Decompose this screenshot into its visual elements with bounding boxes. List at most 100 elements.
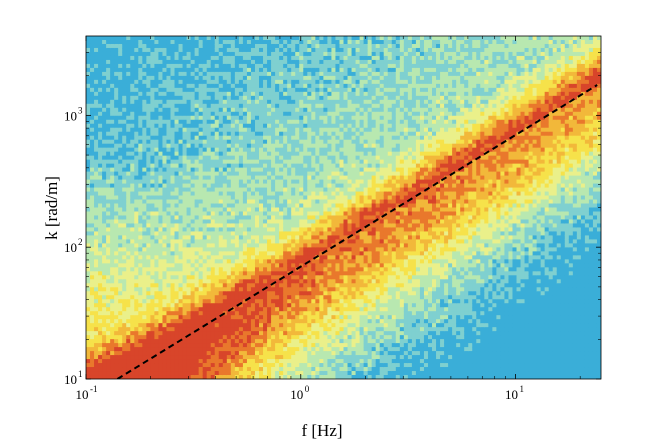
heatmap-cell: [271, 167, 276, 173]
heatmap-cell: [138, 107, 143, 113]
heatmap-cell: [214, 39, 220, 45]
heatmap-cell: [198, 211, 204, 217]
heatmap-cell: [138, 291, 143, 296]
heatmap-cell: [138, 307, 143, 312]
heatmap-cell: [222, 87, 228, 93]
heatmap-cell: [287, 135, 292, 141]
heatmap-cell: [114, 127, 119, 133]
heatmap-cell: [186, 163, 192, 169]
heatmap-cell: [246, 123, 252, 129]
heatmap-cell: [130, 287, 135, 292]
heatmap-cell: [166, 151, 172, 157]
heatmap-cell: [118, 283, 123, 288]
heatmap-cell: [118, 259, 123, 264]
heatmap-cell: [259, 51, 264, 57]
heatmap-cell: [299, 95, 304, 101]
heatmap-cell: [250, 79, 256, 85]
heatmap-cell: [86, 287, 91, 292]
heatmap-cell: [138, 167, 143, 173]
heatmap-cell: [94, 243, 99, 248]
heatmap-cell: [94, 303, 99, 308]
heatmap-cell: [86, 363, 91, 368]
heatmap-cell: [254, 155, 260, 161]
heatmap-cell: [122, 107, 127, 113]
heatmap-cell: [194, 67, 200, 73]
heatmap-cell: [315, 179, 320, 185]
heatmap-cell: [98, 111, 103, 117]
heatmap-cell: [283, 83, 288, 89]
heatmap-cell: [295, 107, 300, 113]
heatmap-cell: [210, 219, 216, 225]
heatmap-cell: [174, 163, 180, 169]
heatmap-cell: [263, 55, 268, 61]
heatmap-cell: [182, 107, 188, 113]
heatmap-cell: [267, 343, 272, 348]
heatmap-cell: [226, 275, 232, 280]
heatmap-cell: [250, 207, 256, 213]
heatmap-cell: [182, 351, 188, 356]
heatmap-cell: [86, 103, 91, 109]
heatmap-cell: [166, 115, 172, 121]
heatmap-cell: [222, 375, 228, 379]
heatmap-cell: [194, 79, 200, 85]
heatmap-cell: [238, 36, 244, 41]
heatmap-cell: [238, 183, 244, 189]
heatmap-cell: [263, 95, 268, 101]
heatmap-cell: [250, 343, 256, 348]
heatmap-cell: [162, 127, 168, 133]
heatmap-cell: [114, 243, 119, 248]
heatmap-cell: [250, 363, 256, 368]
heatmap-cell: [150, 36, 155, 41]
heatmap-cell: [202, 63, 208, 69]
heatmap-cell: [202, 335, 208, 340]
heatmap-cell: [146, 239, 151, 244]
heatmap-cell: [182, 63, 188, 69]
heatmap-cell: [218, 315, 224, 320]
heatmap-cell: [259, 71, 264, 77]
heatmap-cell: [146, 303, 151, 308]
heatmap-cell: [90, 343, 95, 348]
heatmap-cell: [166, 323, 172, 328]
heatmap-cell: [218, 247, 224, 252]
heatmap-cell: [126, 79, 131, 85]
heatmap-cell: [315, 47, 320, 53]
heatmap-cell: [86, 227, 91, 233]
heatmap-cell: [190, 315, 196, 320]
heatmap-cell: [287, 239, 292, 244]
heatmap-cell: [271, 75, 276, 81]
heatmap-cell: [138, 119, 143, 125]
heatmap-cell: [134, 319, 139, 324]
heatmap-cell: [295, 291, 300, 296]
heatmap-cell: [291, 127, 296, 133]
heatmap-cell: [138, 59, 143, 65]
heatmap-cell: [206, 39, 212, 45]
heatmap-cell: [150, 195, 155, 201]
heatmap-cell: [162, 119, 168, 125]
heatmap-cell: [234, 175, 240, 181]
heatmap-cell: [190, 59, 196, 65]
heatmap-cell: [267, 51, 272, 57]
heatmap-cell: [134, 255, 139, 260]
heatmap-cell: [118, 43, 123, 49]
heatmap-cell: [114, 327, 119, 332]
heatmap-cell: [98, 335, 103, 340]
heatmap-cell: [98, 351, 103, 356]
heatmap-cell: [198, 263, 204, 268]
heatmap-cell: [295, 39, 300, 45]
heatmap-cell: [267, 131, 272, 137]
heatmap-cell: [138, 271, 143, 276]
heatmap-cell: [307, 83, 312, 89]
heatmap-cell: [114, 47, 119, 53]
heatmap-cell: [206, 347, 212, 352]
heatmap-cell: [254, 371, 260, 376]
heatmap-cell: [98, 43, 103, 49]
heatmap-cell: [194, 103, 200, 109]
heatmap-cell: [315, 327, 320, 332]
heatmap-cell: [271, 311, 276, 316]
heatmap-cell: [102, 231, 107, 237]
heatmap-cell: [114, 251, 119, 256]
heatmap-cell: [154, 343, 160, 348]
heatmap-cell: [307, 131, 312, 137]
heatmap-cell: [98, 167, 103, 173]
heatmap-cell: [134, 111, 139, 117]
